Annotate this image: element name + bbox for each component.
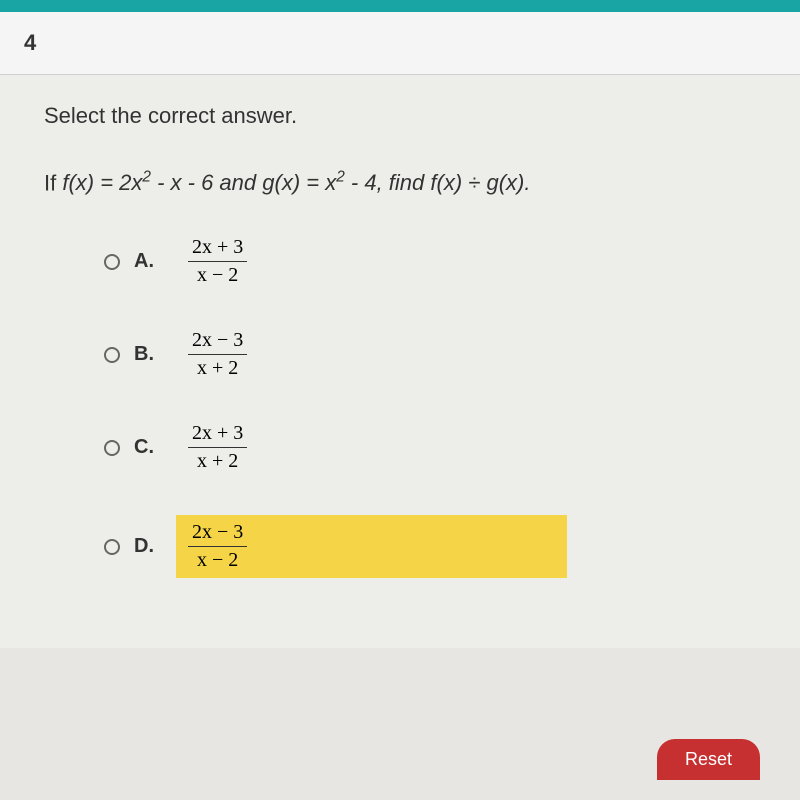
- top-bar: [0, 0, 800, 12]
- option-a-denominator: x − 2: [193, 262, 242, 287]
- option-label-a: A.: [134, 250, 158, 273]
- option-b-numerator: 2x − 3: [188, 329, 247, 355]
- question-header: 4: [0, 12, 800, 75]
- option-label-d: D.: [134, 535, 158, 558]
- question-content: Select the correct answer. If f(x) = 2x2…: [0, 75, 800, 648]
- options-list: A. 2x + 3 x − 2 B. 2x − 3 x + 2 C.: [44, 236, 756, 578]
- option-d[interactable]: D. 2x − 3 x − 2: [104, 515, 756, 578]
- option-c-denominator: x + 2: [193, 448, 242, 473]
- problem-prefix: If: [44, 170, 62, 195]
- problem-statement: If f(x) = 2x2 - x - 6 and g(x) = x2 - 4,…: [44, 169, 756, 196]
- reset-button[interactable]: Reset: [657, 739, 760, 780]
- fx-expr: f(x) = 2x2 - x - 6 and g(x) = x2 - 4, fi…: [62, 170, 530, 195]
- radio-d[interactable]: [104, 539, 120, 555]
- option-a[interactable]: A. 2x + 3 x − 2: [104, 236, 756, 287]
- option-d-denominator: x − 2: [193, 547, 242, 572]
- radio-c[interactable]: [104, 440, 120, 456]
- option-a-numerator: 2x + 3: [188, 236, 247, 262]
- option-c-fraction: 2x + 3 x + 2: [188, 422, 247, 473]
- reset-container: Reset: [657, 739, 760, 780]
- radio-b[interactable]: [104, 347, 120, 363]
- option-b-denominator: x + 2: [193, 355, 242, 380]
- option-label-c: C.: [134, 436, 158, 459]
- option-d-fraction: 2x − 3 x − 2: [176, 515, 567, 578]
- question-number: 4: [24, 30, 36, 55]
- option-b[interactable]: B. 2x − 3 x + 2: [104, 329, 756, 380]
- radio-a[interactable]: [104, 254, 120, 270]
- option-c[interactable]: C. 2x + 3 x + 2: [104, 422, 756, 473]
- option-d-numerator: 2x − 3: [188, 521, 247, 547]
- option-b-fraction: 2x − 3 x + 2: [188, 329, 247, 380]
- option-label-b: B.: [134, 343, 158, 366]
- instruction-text: Select the correct answer.: [44, 103, 756, 129]
- option-a-fraction: 2x + 3 x − 2: [188, 236, 247, 287]
- option-c-numerator: 2x + 3: [188, 422, 247, 448]
